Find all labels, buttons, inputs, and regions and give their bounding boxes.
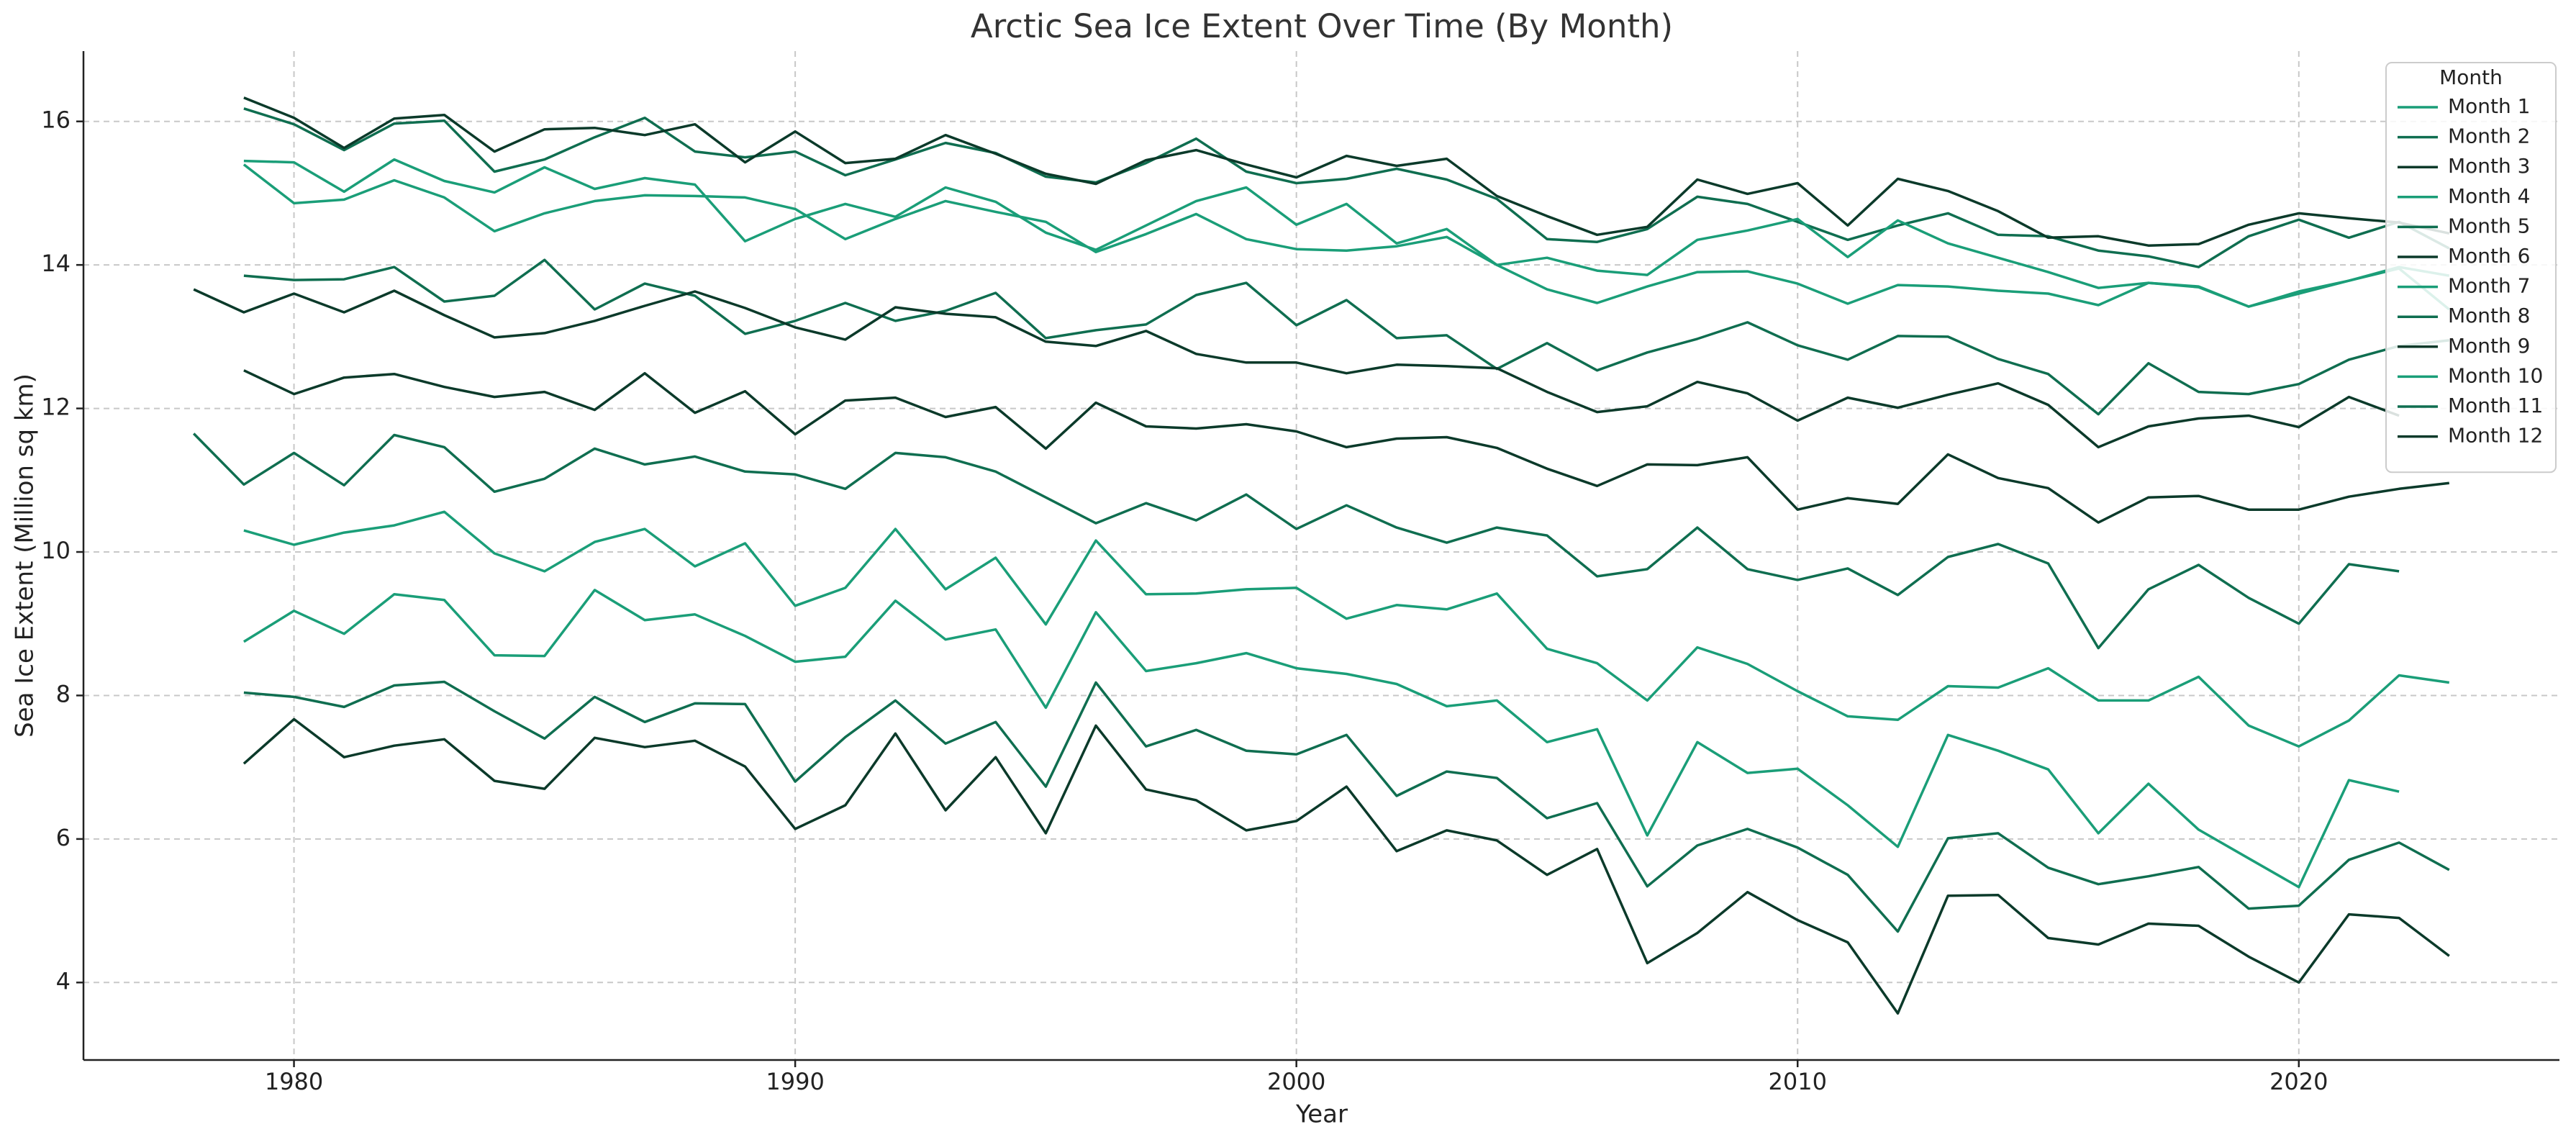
legend-label: Month 1 bbox=[2448, 94, 2530, 118]
legend-label: Month 12 bbox=[2448, 424, 2543, 448]
legend-label: Month 6 bbox=[2448, 244, 2530, 268]
legend: Month Month 1 Month 2 Month 3 Month 4 Month 5… bbox=[2385, 62, 2557, 474]
series-line bbox=[192, 432, 2400, 650]
legend-label: Month 7 bbox=[2448, 274, 2530, 298]
y-tick-label: 6 bbox=[56, 824, 71, 851]
y-tick-label: 16 bbox=[41, 107, 71, 134]
legend-label: Month 4 bbox=[2448, 184, 2530, 208]
legend-label: Month 10 bbox=[2448, 363, 2543, 387]
series-line bbox=[243, 369, 2449, 524]
y-tick-label: 10 bbox=[41, 537, 71, 564]
x-tick-label: 1990 bbox=[766, 1068, 824, 1095]
series-line bbox=[243, 510, 2450, 748]
x-tick-label: 2020 bbox=[2269, 1068, 2328, 1095]
series-line bbox=[243, 158, 2450, 308]
series-line bbox=[243, 107, 2450, 268]
y-tick-label: 4 bbox=[56, 967, 71, 995]
legend-title: Month bbox=[2439, 65, 2503, 89]
x-tick-label: 2000 bbox=[1267, 1068, 1325, 1095]
y-axis-label: Sea Ice Extent (Million sq km) bbox=[11, 373, 40, 738]
series-line bbox=[242, 163, 2450, 311]
legend-label: Month 9 bbox=[2448, 334, 2530, 358]
legend-label: Month 5 bbox=[2448, 214, 2530, 237]
x-tick-label: 1980 bbox=[265, 1068, 323, 1095]
y-tick-label: 14 bbox=[41, 250, 71, 277]
legend-box bbox=[2385, 62, 2557, 474]
x-tick-label: 2010 bbox=[1769, 1068, 1827, 1095]
legend-label: Month 11 bbox=[2448, 394, 2543, 417]
series-line bbox=[242, 717, 2450, 1015]
y-tick-label: 12 bbox=[41, 394, 71, 421]
series-line bbox=[242, 589, 2400, 889]
series-line bbox=[243, 258, 2449, 416]
series-line bbox=[243, 680, 2450, 933]
y-tick-label: 8 bbox=[56, 680, 71, 707]
x-axis-label: Year bbox=[1295, 1100, 1348, 1129]
chart-title: Arctic Sea Ice Extent Over Time (By Mont… bbox=[971, 7, 1673, 45]
series-line bbox=[193, 288, 2400, 449]
legend-label: Month 3 bbox=[2448, 154, 2530, 178]
legend-label: Month 8 bbox=[2448, 304, 2530, 327]
legend-label: Month 2 bbox=[2448, 124, 2530, 148]
series-line bbox=[243, 96, 2450, 247]
